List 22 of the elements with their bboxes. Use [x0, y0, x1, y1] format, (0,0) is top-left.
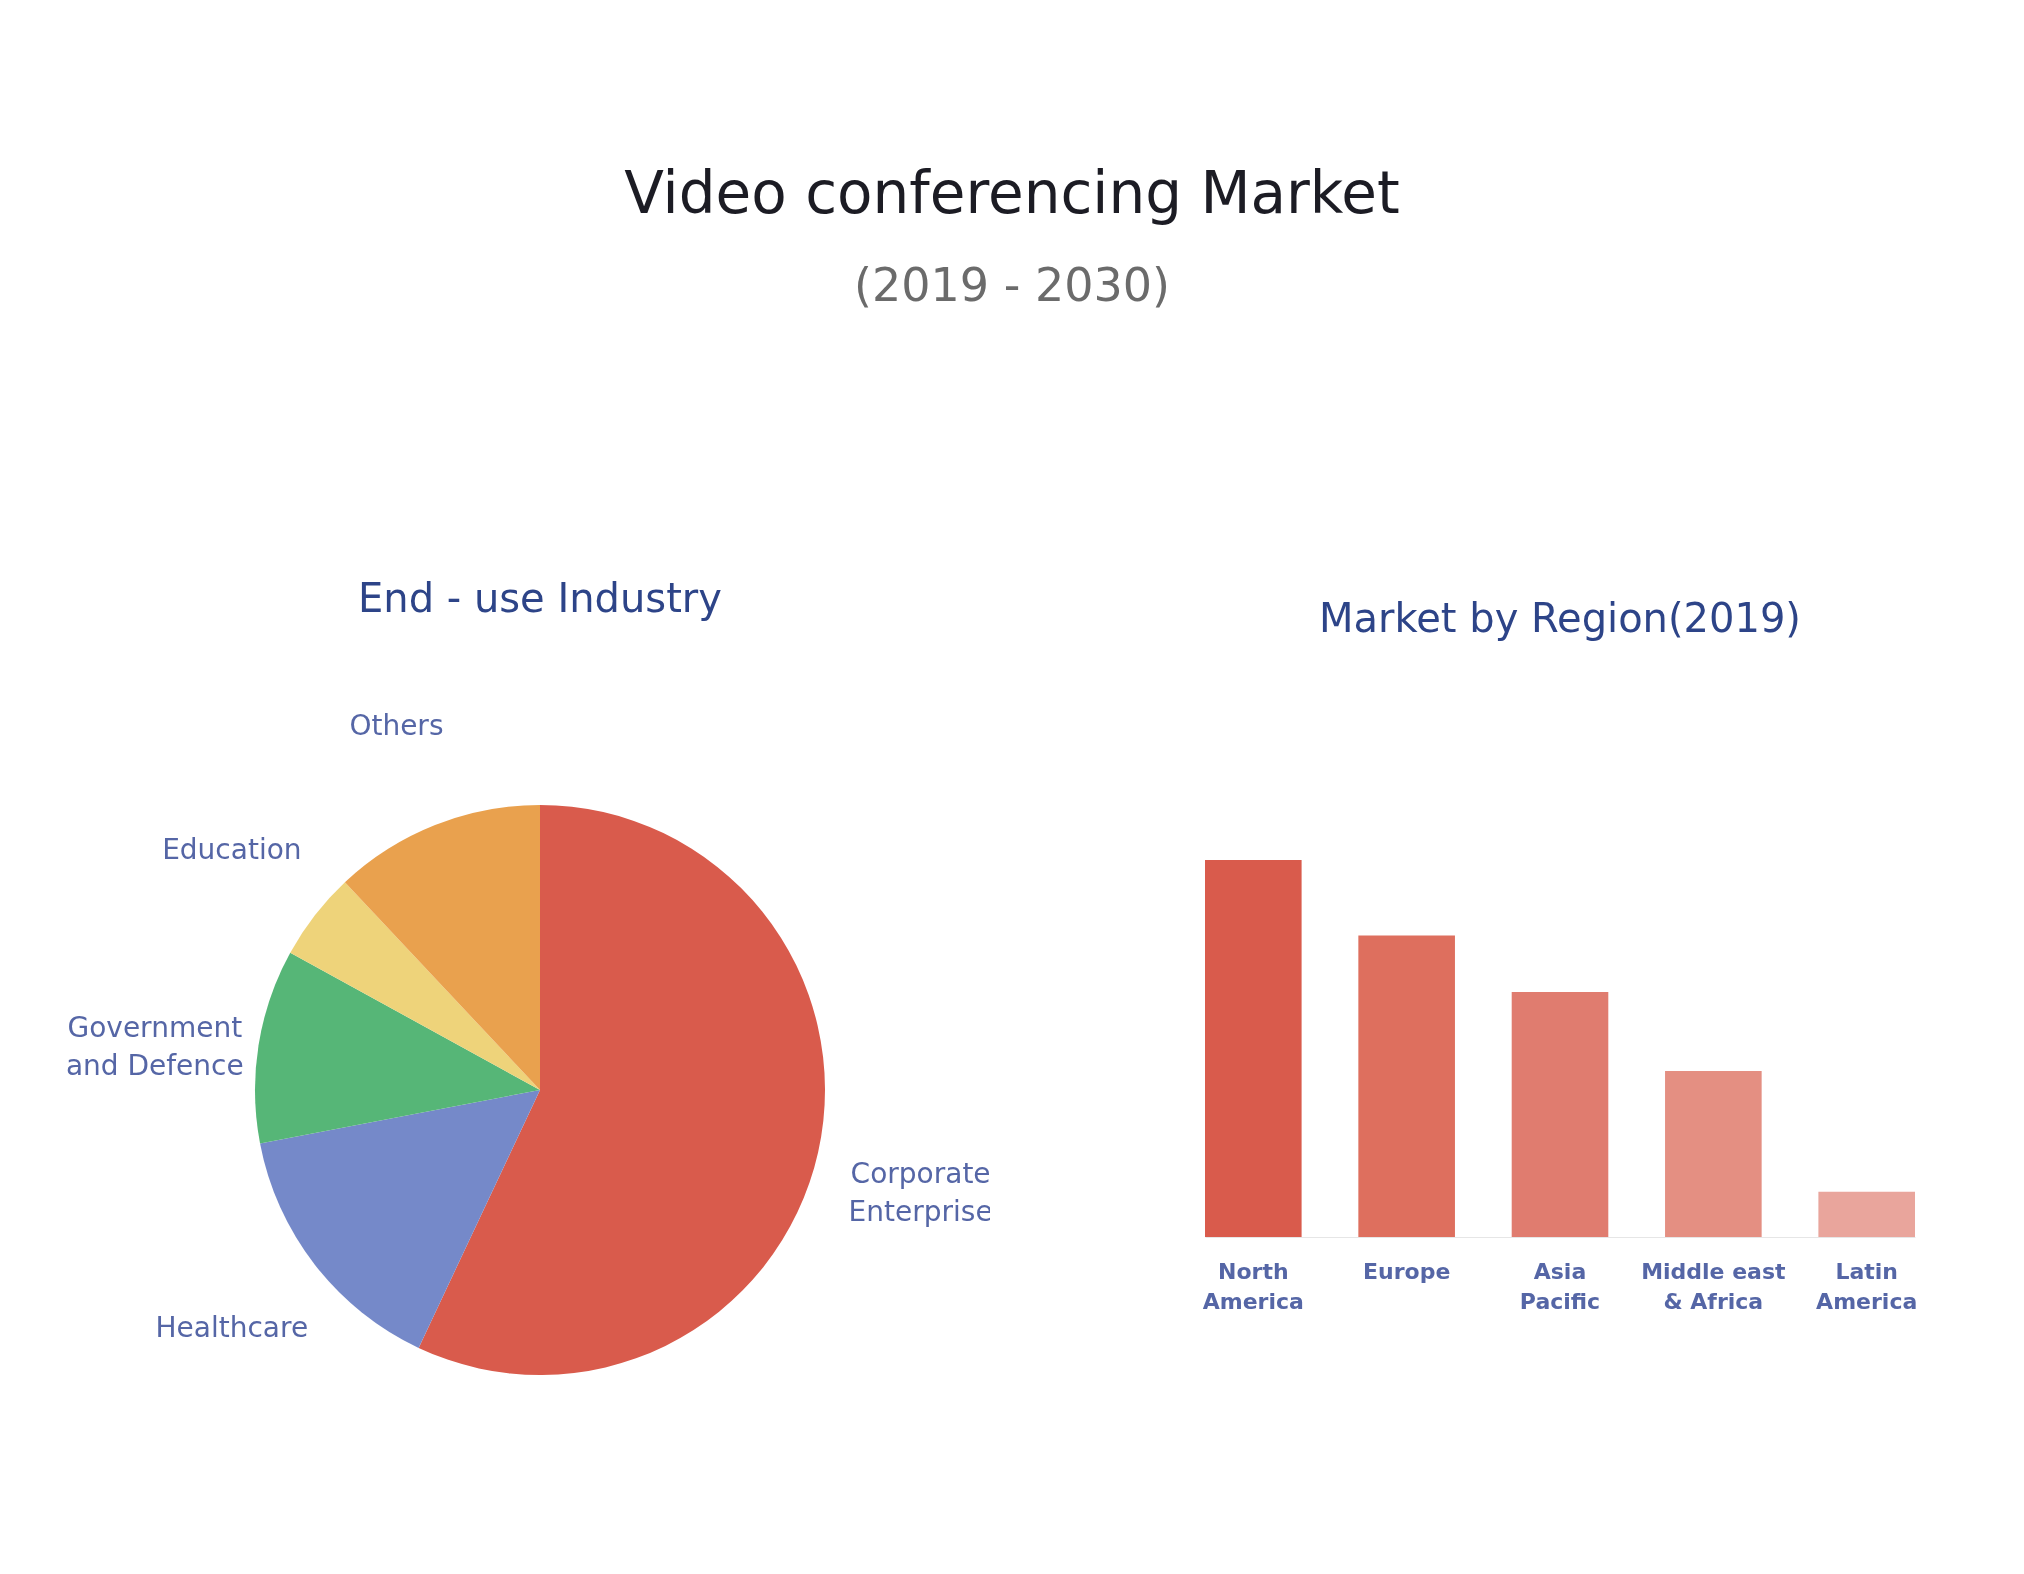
chart-title: Market by Region(2019) [1319, 595, 1801, 641]
slice-label: Government and Defence [65, 1010, 244, 1082]
x-tick-label: North America [1202, 1258, 1304, 1314]
bar [1818, 1191, 1915, 1237]
chart-title: End - use Industry [358, 575, 722, 621]
slice-label: Healthcare [155, 1311, 309, 1345]
text: Video conferencing Market [624, 159, 1400, 227]
bar [1665, 1071, 1762, 1237]
bar [1358, 935, 1455, 1237]
pie-slice [255, 952, 540, 1144]
text: (2019 - 2030) [854, 258, 1170, 312]
bar [1511, 991, 1609, 1237]
x-tick-label: Asia Pacific [1519, 1258, 1601, 1314]
pie-slice [344, 805, 540, 1090]
x-tick-label: Latin America [1816, 1258, 1918, 1314]
x-tick-label: Europe [1362, 1258, 1451, 1284]
slice-label: Education [162, 832, 302, 866]
pie-slice [290, 882, 540, 1090]
x-tick-label: Middle east & Africa [1641, 1258, 1787, 1314]
slice-label: Others [349, 709, 444, 743]
pie-slice [418, 805, 825, 1375]
bar [1205, 860, 1302, 1237]
